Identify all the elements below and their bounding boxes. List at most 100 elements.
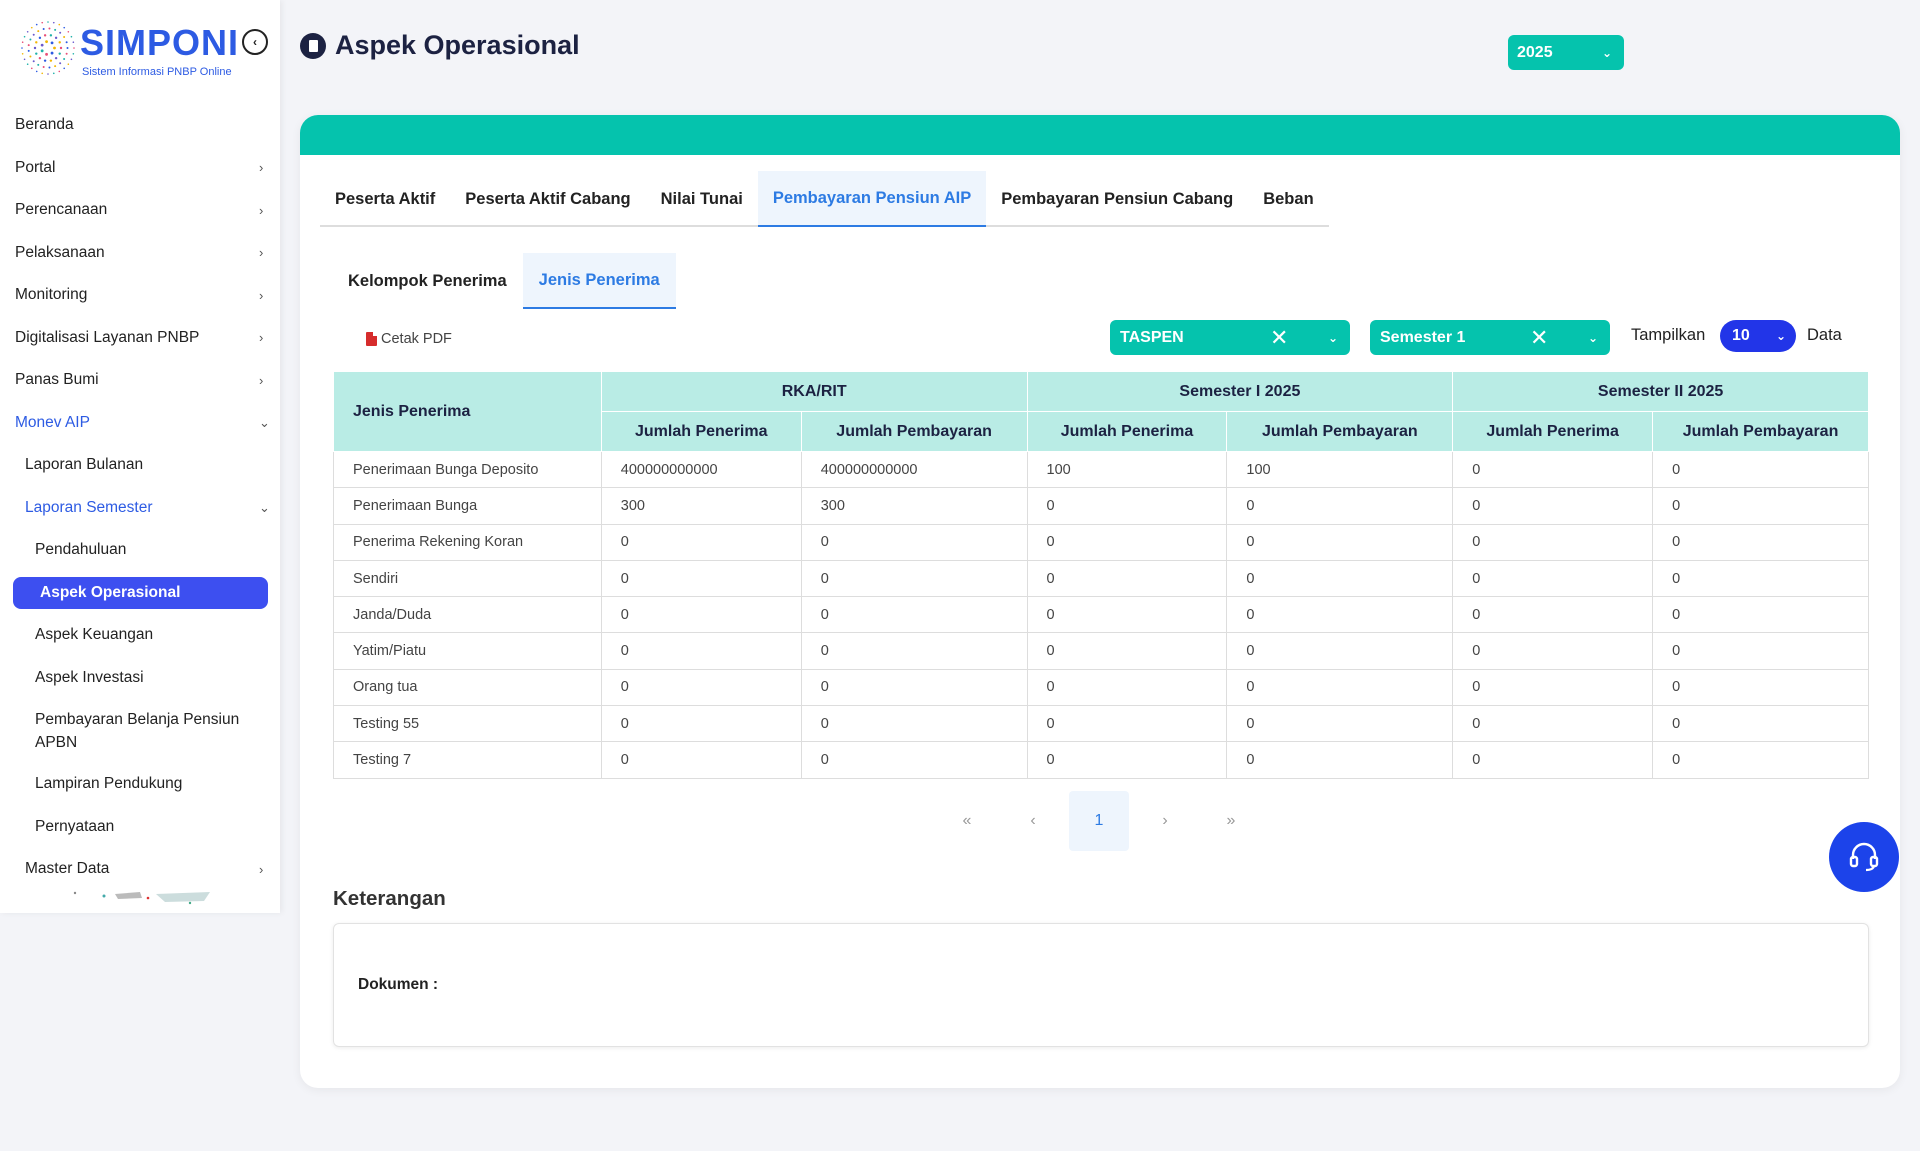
value-cell: 0	[1652, 523, 1869, 561]
chevron-down-icon: ⌄	[1775, 329, 1786, 343]
value-cell: 0	[1452, 523, 1654, 561]
logo-dot	[52, 21, 55, 24]
sidebar-item-label: Pernyataan	[35, 817, 115, 835]
column-header: Jumlah Penerima	[600, 411, 802, 452]
sidebar-item-lampiran-pendukung[interactable]: Lampiran Pendukung	[0, 763, 280, 806]
prev-page-button[interactable]: ‹	[1030, 812, 1036, 829]
logo-dot	[21, 47, 23, 49]
value-cell: 0	[1026, 632, 1228, 670]
sidebar-item-pembayaran-belanja-pensiun-apbn[interactable]: Pembayaran Belanja Pensiun APBN	[0, 699, 280, 763]
sidebar-item-digitalisasi-layanan-pnbp[interactable]: Digitalisasi Layanan PNBP ›	[0, 317, 280, 360]
tab-peserta-aktif-cabang[interactable]: Peserta Aktif Cabang	[465, 189, 631, 208]
value-cell: 0	[1452, 596, 1654, 634]
tab-pembayaran-pensiun-aip[interactable]: Pembayaran Pensiun AIP	[757, 171, 987, 227]
chevron-down-icon: ⌄	[259, 414, 270, 430]
sidebar-item-pernyataan[interactable]: Pernyataan	[0, 806, 280, 849]
logo-dot	[72, 41, 75, 44]
show-entries-label: Tampilkan	[1631, 326, 1706, 344]
value-cell: 0	[1652, 596, 1869, 634]
page-size-select[interactable]: 10 ⌄	[1720, 320, 1796, 352]
main-tabs: Peserta Aktif Peserta Aktif Cabang Nilai T…	[320, 171, 1329, 227]
sidebar-item-laporan-semester[interactable]: Laporan Semester ⌄	[0, 487, 280, 530]
value-cell: 100	[1226, 450, 1454, 489]
logo-dot	[73, 47, 75, 49]
brand[interactable]: SIMPONI Sistem Informasi PNBP Online	[18, 16, 258, 80]
chevron-right-icon: ›	[259, 287, 264, 303]
collapse-sidebar-icon[interactable]: ‹	[242, 29, 268, 55]
value-cell: 0	[800, 632, 1028, 670]
sidebar-item-label: Aspek Operasional	[40, 583, 181, 601]
sidebar-item-aspek-operasional[interactable]: Aspek Operasional	[0, 572, 280, 615]
sidebar-item-aspek-investasi[interactable]: Aspek Investasi	[0, 657, 280, 700]
sidebar-item-label: Panas Bumi	[15, 371, 99, 389]
sidebar-item-master-data[interactable]: Master Data ›	[0, 848, 280, 891]
card-header-bar	[300, 115, 1900, 155]
sidebar-item-label: Lampiran Pendukung	[35, 775, 183, 793]
logo-dot	[48, 27, 51, 30]
last-page-button[interactable]: »	[1226, 812, 1236, 829]
row-label-cell: Testing 55	[333, 705, 602, 743]
semester-filter-select[interactable]: Semester 1 ✕ ⌄	[1370, 320, 1610, 355]
institution-filter-select[interactable]: TASPEN ✕ ⌄	[1110, 320, 1350, 355]
logo-dot	[70, 35, 73, 38]
group-header: Semester I 2025	[1026, 371, 1454, 412]
value-cell: 0	[1226, 487, 1454, 525]
sidebar-item-perencanaan[interactable]: Perencanaan ›	[0, 189, 280, 232]
sidebar-item-monev-aip[interactable]: Monev AIP ⌄	[0, 402, 280, 445]
value-cell: 0	[1452, 741, 1654, 779]
tab-peserta-aktif[interactable]: Peserta Aktif	[335, 189, 436, 208]
table-row: Sendiri 0 0 0 0 0 0	[333, 559, 1869, 598]
logo-dot	[35, 70, 38, 73]
row-label-cell: Orang tua	[333, 668, 602, 707]
value-cell: 0	[1452, 487, 1654, 525]
column-header: Jumlah Pembayaran	[800, 411, 1028, 452]
value-cell: 0	[800, 523, 1028, 561]
print-pdf-button[interactable]: Cetak PDF	[366, 327, 452, 351]
logo-dot	[23, 58, 26, 61]
tab-beban[interactable]: Beban	[1263, 189, 1314, 208]
value-cell: 0	[1652, 632, 1869, 670]
group-header: RKA/RIT	[600, 371, 1028, 412]
logo-dot	[49, 59, 53, 62]
logo-dot	[41, 21, 44, 24]
logo-dot	[67, 63, 70, 66]
table-row: Penerimaan Bunga 300 300 0 0 0 0	[333, 487, 1869, 525]
clear-icon[interactable]: ✕	[1270, 324, 1289, 350]
sidebar-item-pelaksanaan[interactable]: Pelaksanaan ›	[0, 232, 280, 275]
chevron-right-icon: ›	[259, 160, 264, 176]
clear-icon[interactable]: ✕	[1530, 324, 1549, 350]
print-pdf-label: Cetak PDF	[381, 331, 452, 347]
tab-pembayaran-pensiun-cabang[interactable]: Pembayaran Pensiun Cabang	[1001, 189, 1234, 208]
headset-icon[interactable]	[1829, 822, 1899, 892]
year-select[interactable]: 2025 ⌄	[1508, 35, 1624, 70]
sidebar-item-panas-bumi[interactable]: Panas Bumi ›	[0, 359, 280, 402]
logo-dot	[58, 52, 61, 55]
subtab-kelompok-penerima[interactable]: Kelompok Penerima	[348, 271, 507, 290]
active-indicator	[13, 576, 268, 609]
subtab-jenis-penerima[interactable]: Jenis Penerima	[522, 253, 676, 309]
sidebar-item-laporan-bulanan[interactable]: Laporan Bulanan	[0, 444, 280, 487]
sidebar-item-portal[interactable]: Portal ›	[0, 147, 280, 190]
logo-dot	[32, 60, 35, 63]
tab-nilai-tunai[interactable]: Nilai Tunai	[660, 189, 743, 208]
logo-dot	[48, 66, 51, 69]
semester-filter-value: Semester 1	[1380, 328, 1466, 346]
value-cell: 0	[600, 668, 802, 707]
sidebar-item-beranda[interactable]: Beranda	[0, 104, 280, 147]
sub-tabs: Kelompok Penerima Jenis Penerima	[332, 253, 676, 309]
value-cell: 0	[1226, 632, 1454, 670]
sidebar-item-pendahuluan[interactable]: Pendahuluan	[0, 529, 280, 572]
next-page-button[interactable]: ›	[1162, 812, 1168, 829]
sidebar-item-monitoring[interactable]: Monitoring ›	[0, 274, 280, 317]
page-1-button[interactable]: 1	[1069, 791, 1129, 851]
logo-dot	[58, 70, 61, 73]
value-cell: 0	[1226, 668, 1454, 707]
logo-dot	[70, 58, 73, 61]
first-page-button[interactable]: «	[962, 812, 972, 829]
logo-dot	[47, 21, 49, 23]
sidebar-item-aspek-keuangan[interactable]: Aspek Keuangan	[0, 614, 280, 657]
value-cell: 400000000000	[800, 450, 1028, 489]
logo-dot	[59, 31, 62, 34]
year-select-value: 2025	[1517, 43, 1553, 61]
chevron-right-icon: ›	[259, 202, 264, 218]
